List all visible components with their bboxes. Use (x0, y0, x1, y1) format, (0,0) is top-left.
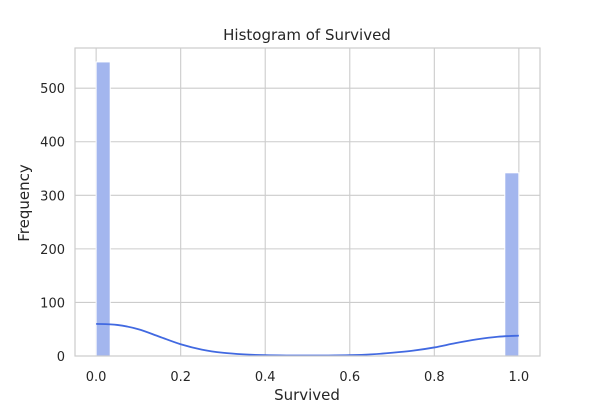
histogram-bar (95, 61, 111, 357)
y-tick-label: 200 (40, 243, 65, 258)
y-tick-label: 300 (40, 189, 65, 204)
x-tick-label: 0.6 (339, 370, 360, 385)
x-axis-label: Survived (274, 386, 340, 400)
bar-layer (95, 61, 520, 357)
tick-layer: 0.0 0.2 0.4 0.6 0.8 1.0 0 100 200 300 400 500 (40, 82, 529, 385)
kde-layer (96, 322, 519, 357)
kde-curve (96, 322, 519, 357)
y-tick-label: 400 (40, 136, 65, 151)
y-tick-label: 0 (57, 350, 65, 365)
x-tick-label: 0.0 (86, 370, 107, 385)
x-tick-label: 0.8 (424, 370, 445, 385)
y-tick-label: 100 (40, 296, 65, 311)
x-tick-label: 0.2 (170, 370, 191, 385)
axes-frame (74, 47, 541, 357)
histogram-bar (504, 172, 520, 357)
x-tick-label: 0.4 (255, 370, 276, 385)
x-tick-label: 1.0 (509, 370, 530, 385)
y-tick-label: 500 (40, 82, 65, 97)
chart-title: Histogram of Survived (223, 26, 391, 44)
grid-layer (75, 48, 540, 357)
y-axis-label: Frequency (15, 164, 33, 242)
